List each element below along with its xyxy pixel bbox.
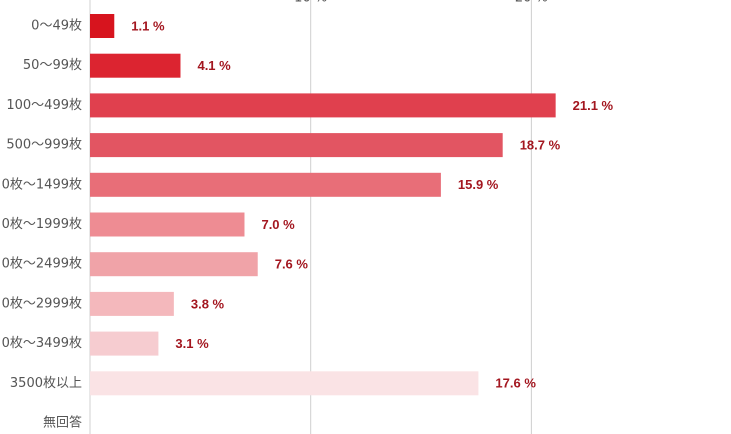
bar bbox=[90, 172, 441, 197]
bar bbox=[90, 133, 503, 158]
value-label: 7.0 % bbox=[261, 217, 295, 232]
y-tick-label: 50〜99枚 bbox=[23, 58, 82, 73]
bar bbox=[90, 14, 115, 38]
y-tick-label: 無回答 bbox=[43, 415, 82, 431]
y-tick-label: 500〜999枚 bbox=[6, 138, 82, 153]
y-tick-label: 0枚〜3499枚 bbox=[2, 336, 82, 351]
y-tick-label: 0枚〜2499枚 bbox=[2, 257, 82, 272]
y-tick-label: 3500枚以上 bbox=[10, 376, 82, 391]
y-tick-label: 0〜49枚 bbox=[31, 19, 82, 34]
bar bbox=[90, 291, 174, 316]
bar bbox=[90, 212, 245, 237]
value-label: 1.1 % bbox=[131, 18, 165, 33]
y-tick-label: 100〜499枚 bbox=[6, 98, 82, 113]
bar bbox=[90, 53, 181, 78]
value-label: 3.8 % bbox=[191, 296, 225, 311]
bar bbox=[90, 331, 159, 356]
y-tick-label: 0枚〜1999枚 bbox=[2, 217, 82, 232]
value-label: 17.6 % bbox=[495, 376, 536, 391]
value-label: 18.7 % bbox=[520, 138, 561, 153]
value-label: 7.6 % bbox=[275, 257, 309, 272]
value-label: 4.1 % bbox=[197, 58, 231, 73]
y-tick-label: 0枚〜2999枚 bbox=[2, 296, 82, 311]
value-label: 3.1 % bbox=[175, 336, 209, 351]
value-label: 21.1 % bbox=[573, 98, 614, 113]
bar bbox=[90, 93, 556, 118]
y-tick-label: 0枚〜1499枚 bbox=[2, 177, 82, 192]
value-label: 15.9 % bbox=[458, 177, 499, 192]
bar bbox=[90, 371, 479, 396]
x-tick-label: 10 % bbox=[294, 0, 327, 6]
bar bbox=[90, 252, 258, 277]
x-tick-label: 20 % bbox=[515, 0, 548, 6]
